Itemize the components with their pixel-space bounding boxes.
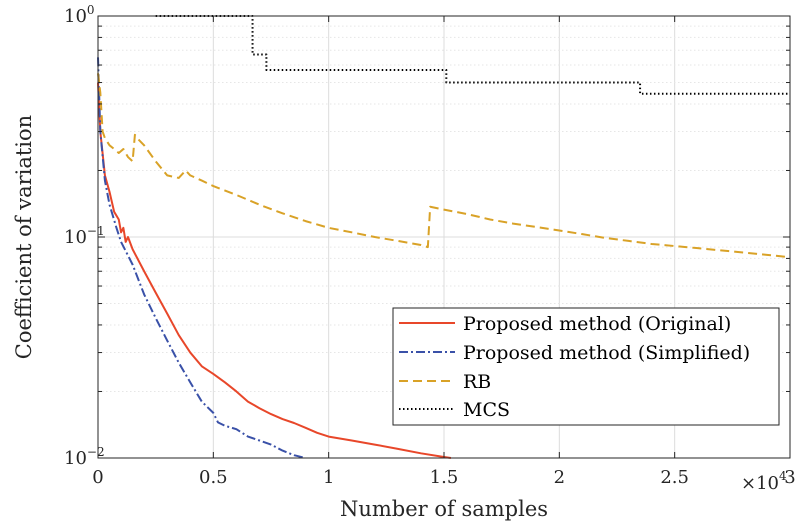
x-tick-label: 0.5 [199, 467, 228, 488]
y-tick-label: 100 [64, 3, 95, 27]
x-axis-multiplier: ×104 [741, 469, 787, 494]
y-tick-label-base: 10 [64, 448, 87, 469]
y-tick-label-exponent: 0 [87, 3, 95, 17]
y-axis-label: Coefficient of variation [12, 115, 36, 359]
y-tick-label-base: 10 [64, 6, 87, 27]
series-line-original [97, 82, 452, 459]
series-line-mcs [155, 15, 790, 95]
grid [97, 16, 791, 459]
y-tick-label: 10−1 [64, 224, 105, 248]
y-tick-label-exponent: −1 [87, 224, 105, 238]
y-tick-label-exponent: −2 [87, 445, 105, 459]
legend-label-mcs: MCS [463, 399, 510, 421]
series-line-rb [97, 73, 791, 259]
x-tick-label: 2 [554, 467, 565, 488]
legend-label-simplified: Proposed method (Simplified) [463, 342, 750, 364]
x-tick-label: 2.5 [660, 467, 689, 488]
series-line-simplified [97, 57, 306, 459]
x-tick-label: 1 [323, 467, 334, 488]
legend-label-original: Proposed method (Original) [463, 313, 731, 335]
y-tick-label-base: 10 [64, 227, 87, 248]
x-tick-label: 1.5 [430, 467, 459, 488]
x-tick-label: 3 [784, 467, 795, 488]
legend-box [392, 307, 780, 426]
legend-label-rb: RB [463, 371, 491, 393]
x-axis-multiplier-exponent: 4 [779, 469, 787, 483]
x-axis-label: Number of samples [340, 497, 548, 521]
legend: Proposed method (Original) Proposed meth… [392, 307, 780, 426]
plot-series [97, 15, 791, 459]
x-axis-multiplier-base: ×10 [741, 473, 779, 494]
x-tick-label: 0 [92, 467, 103, 488]
y-tick-label: 10−2 [64, 445, 105, 469]
